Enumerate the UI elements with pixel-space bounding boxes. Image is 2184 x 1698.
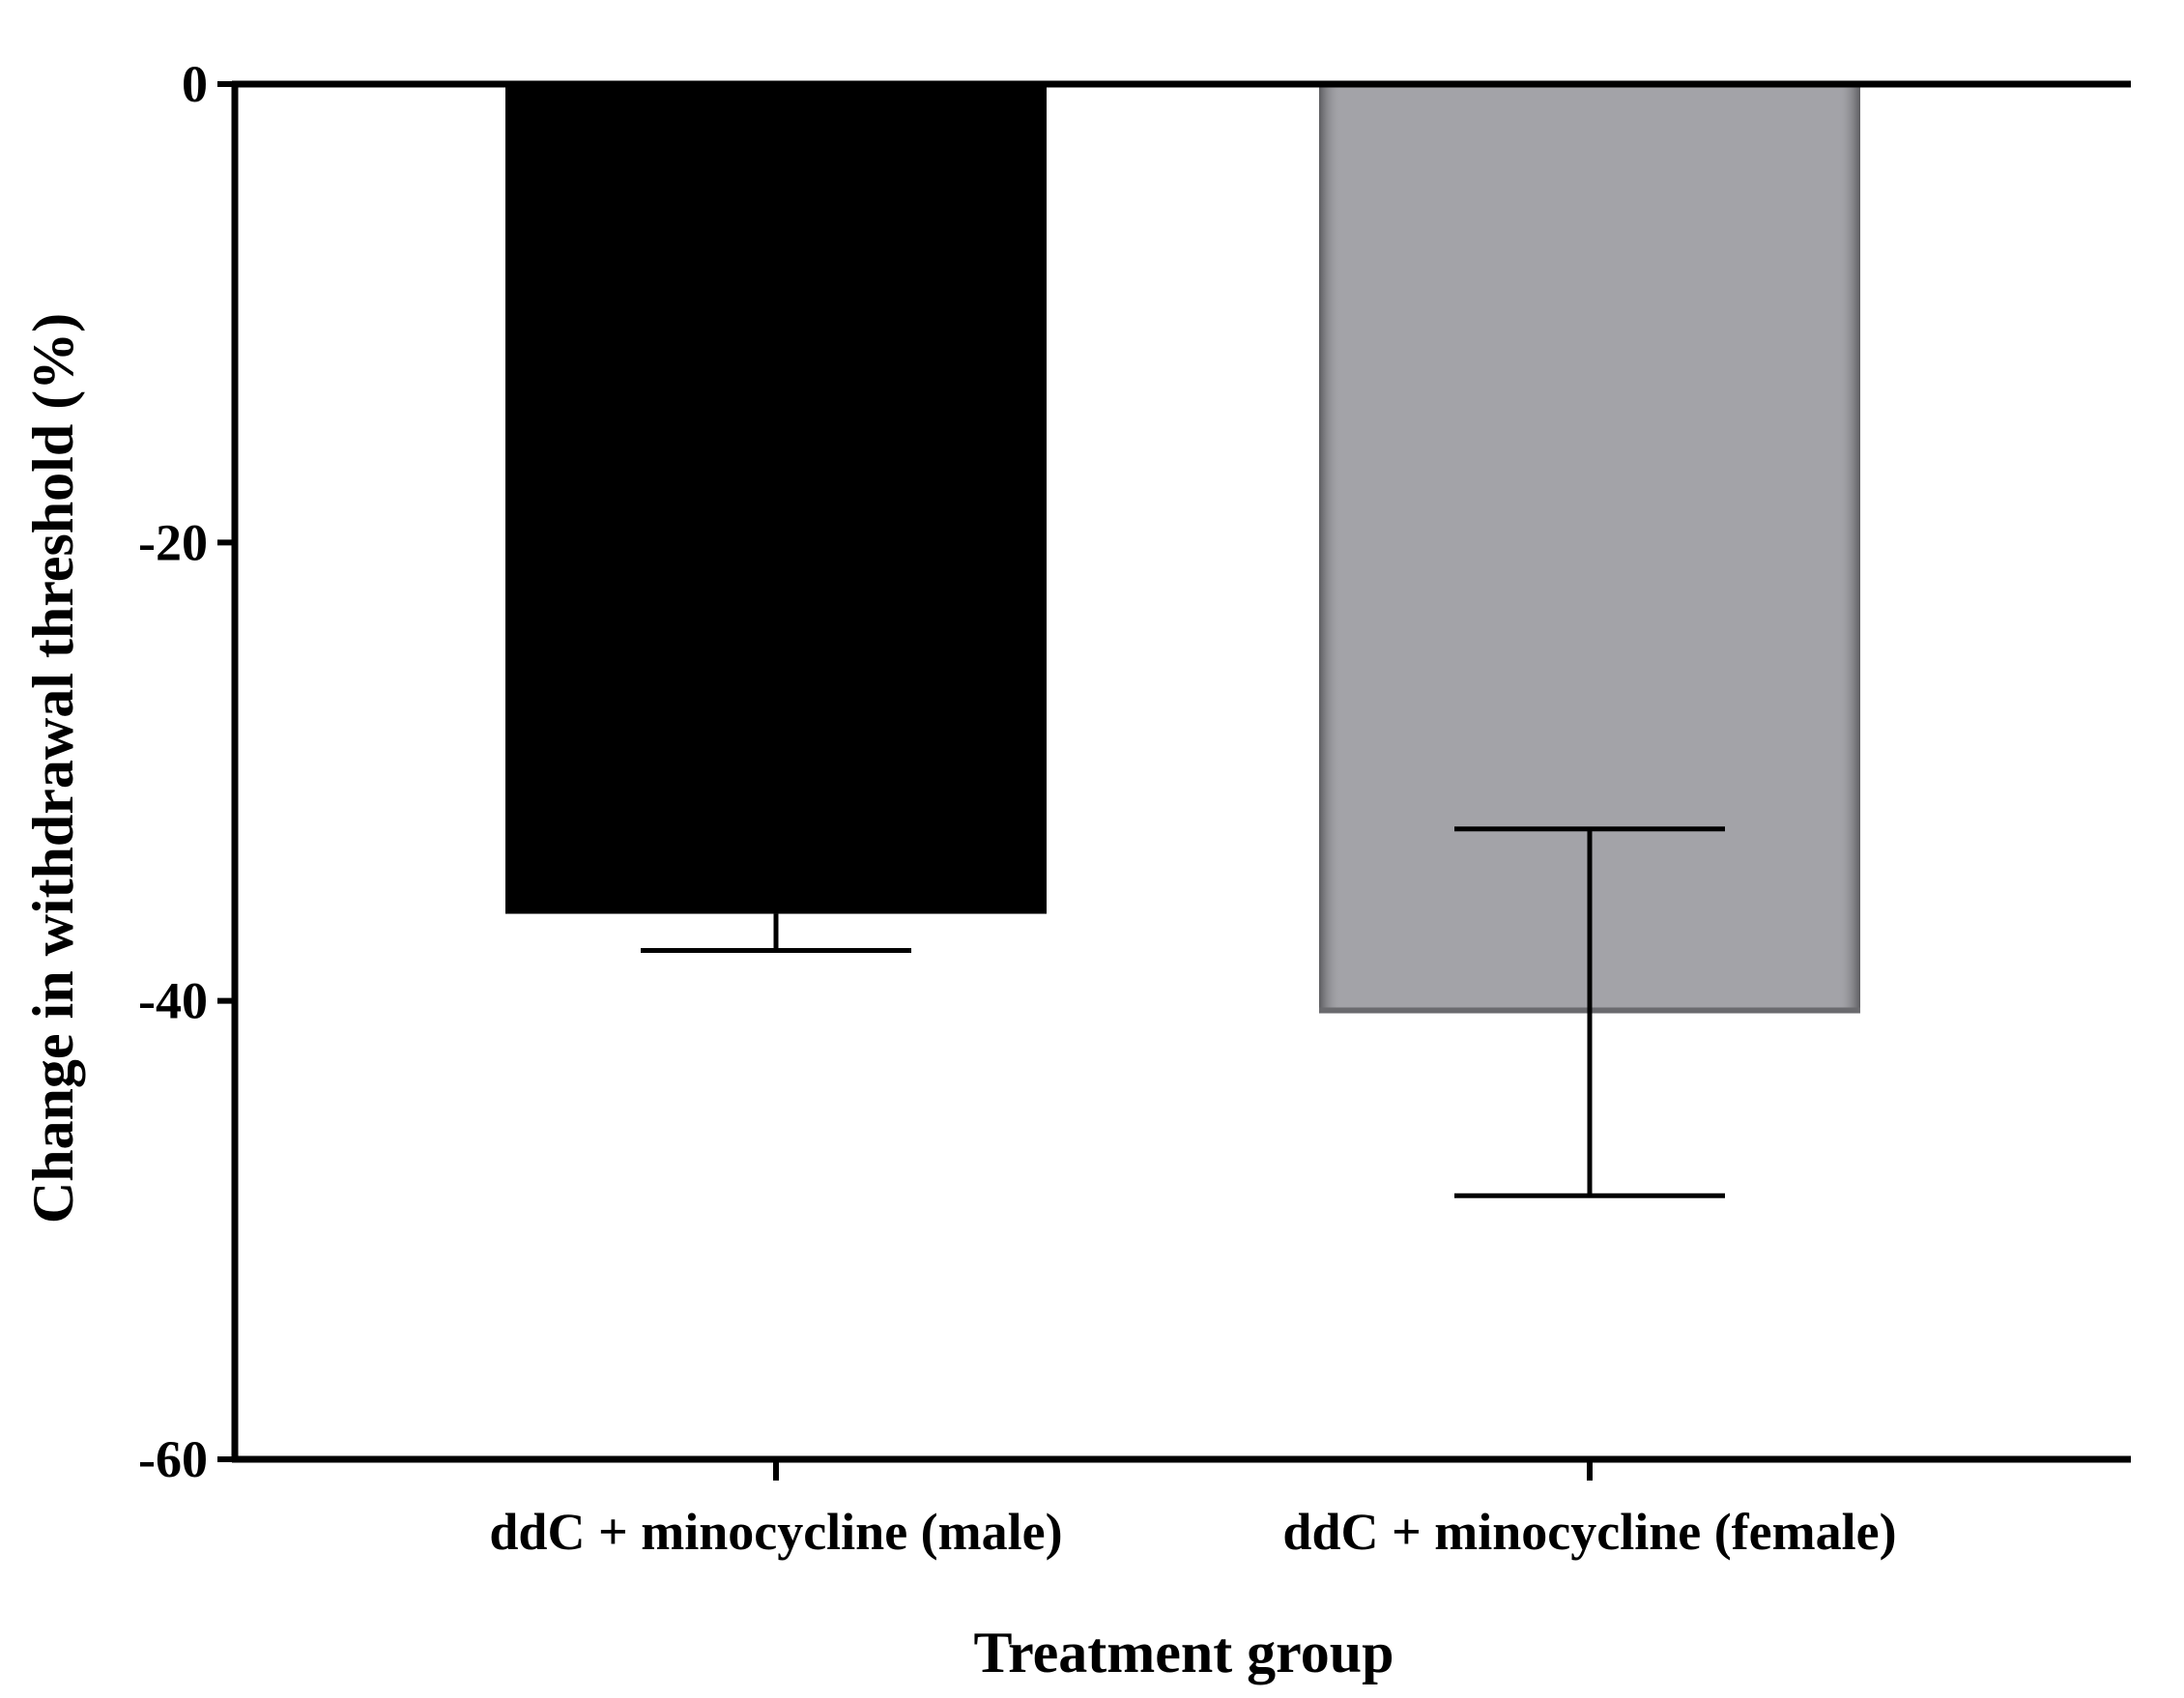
x-axis-title: Treatment group: [974, 1621, 1394, 1684]
x-tick-label: ddC + minocycline (female): [1282, 1503, 1896, 1561]
y-tick-label: 0: [182, 55, 208, 113]
error-bars-layer: [641, 826, 1725, 1198]
y-tick-label: -60: [138, 1430, 208, 1488]
y-ticks-layer: 0 -20 -40 -60: [138, 55, 235, 1488]
x-ticks-layer: ddC + minocycline (male) ddC + minocyclin…: [489, 1459, 1897, 1561]
y-tick-label: -20: [138, 513, 208, 571]
bars-layer: [505, 84, 1860, 1014]
x-tick-label: ddC + minocycline (male): [489, 1503, 1062, 1561]
y-axis-title: Change in withdrawal threshold (%): [21, 313, 85, 1223]
y-tick-label: -40: [138, 972, 208, 1030]
bar-male: [505, 84, 1047, 914]
